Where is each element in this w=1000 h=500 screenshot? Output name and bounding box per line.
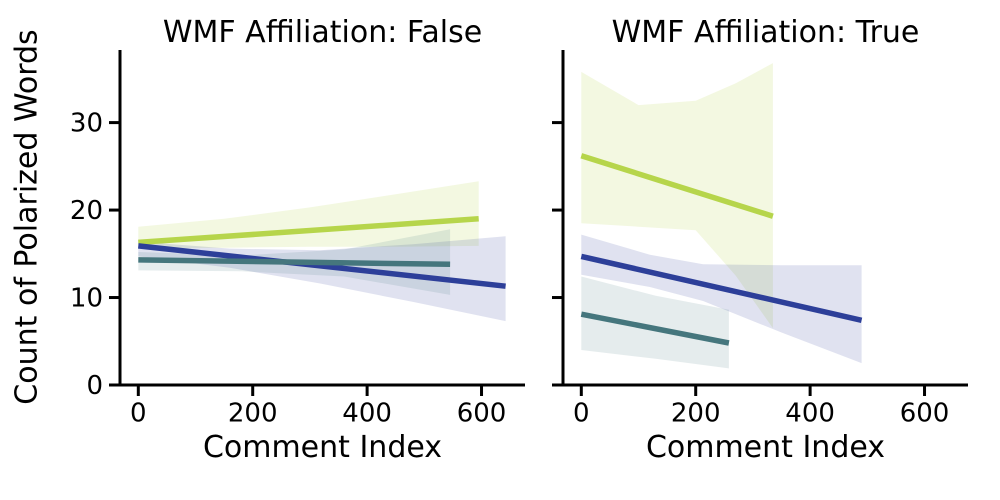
right-xaxis-label: Comment Index xyxy=(645,430,886,465)
left-panel-title: WMF Affiliation: False xyxy=(162,15,483,50)
yellow-green-trend-line xyxy=(138,216,479,246)
x-tick-label: 0 xyxy=(573,398,590,428)
teal-trend-confidence-band xyxy=(581,276,729,369)
panel-wmf-false: 0 10 20 30 0 200 400 600 xyxy=(70,50,525,428)
yellow-green-trend-confidence-band xyxy=(581,63,773,329)
yellow-green-trend-confidence-band xyxy=(138,181,479,249)
x-tick-label: 200 xyxy=(671,398,721,428)
x-tick-label: 600 xyxy=(457,398,507,428)
yellow-green-trend-line xyxy=(580,153,774,219)
x-tick-label: 400 xyxy=(342,398,392,428)
y-tick-label: 20 xyxy=(70,196,103,226)
teal-trend-line xyxy=(580,311,730,346)
y-tick-label: 30 xyxy=(70,109,103,139)
teal-trend-line xyxy=(138,257,451,268)
y-tick-label: 10 xyxy=(70,284,103,314)
y-tick-label: 0 xyxy=(86,371,103,401)
x-tick-label: 400 xyxy=(785,398,835,428)
yaxis-label: Count of Polarized Words xyxy=(9,29,45,405)
x-tick-label: 200 xyxy=(228,398,278,428)
navy-blue-trend-confidence-band xyxy=(581,234,862,364)
navy-blue-trend-line xyxy=(580,253,863,323)
navy-blue-trend-line xyxy=(138,243,506,289)
left-xaxis-label: Comment Index xyxy=(202,430,443,465)
x-tick-label: 0 xyxy=(130,398,147,428)
panel-wmf-true: 0 200 400 600 xyxy=(552,50,968,428)
x-tick-label: 600 xyxy=(900,398,950,428)
right-panel-title: WMF Affiliation: True xyxy=(611,15,920,50)
